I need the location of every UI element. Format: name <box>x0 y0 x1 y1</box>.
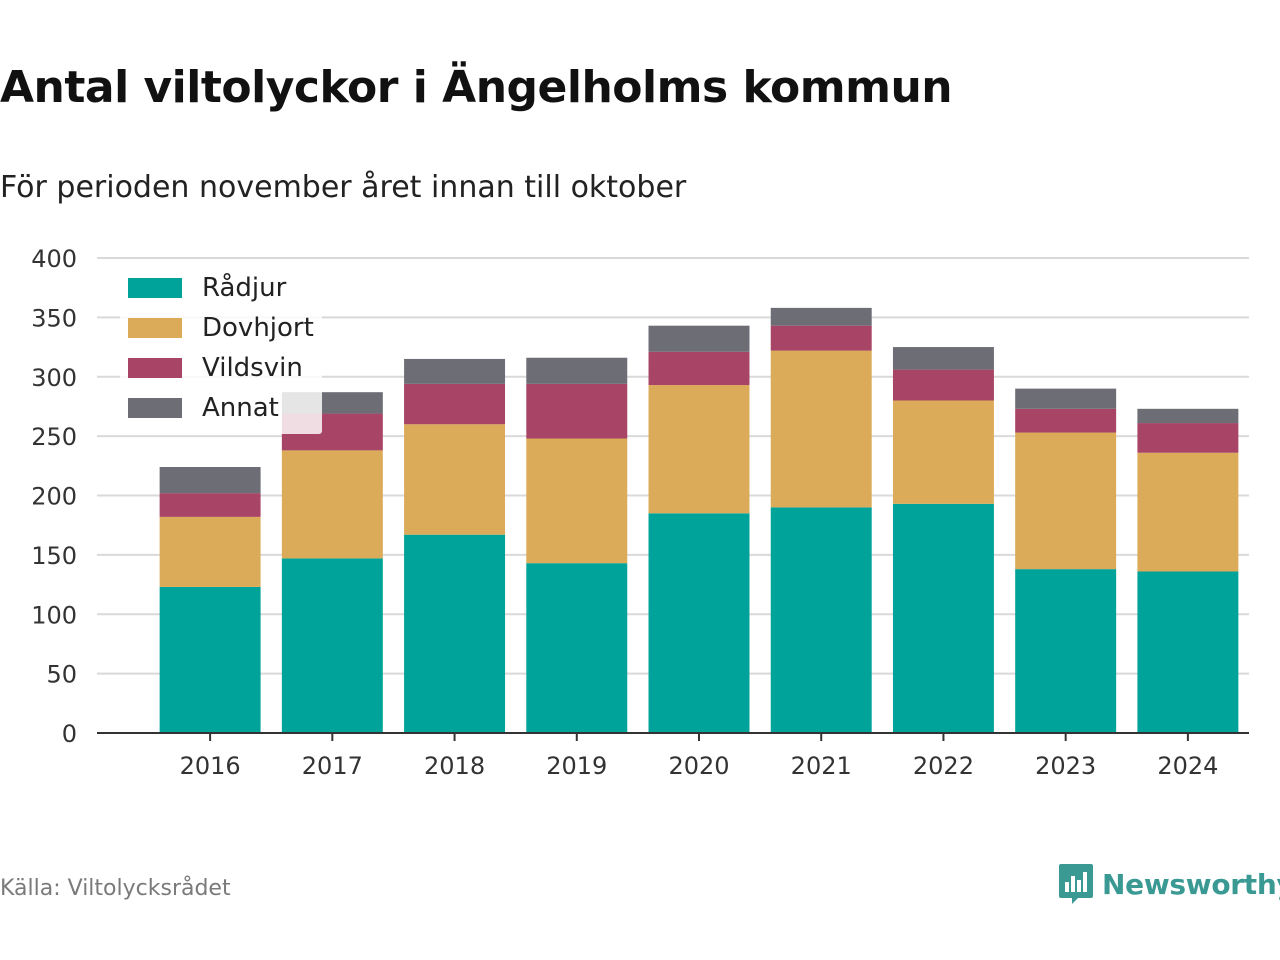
source-note: Källa: Viltolycksrådet <box>0 876 231 901</box>
bar-segment <box>770 325 872 351</box>
bar-segment <box>1015 432 1117 570</box>
legend: Rådjur Dovhjort Vildsvin Annat <box>120 268 322 434</box>
newsworthy-logo-icon <box>1059 864 1093 904</box>
bars <box>159 307 1239 733</box>
bar-segment <box>770 350 872 508</box>
bar-stack-2018 <box>404 358 506 733</box>
legend-swatch <box>128 318 182 338</box>
y-tick-label: 400 <box>31 245 77 273</box>
legend-label: Dovhjort <box>202 313 314 343</box>
legend-item: Dovhjort <box>128 313 314 343</box>
bar-segment <box>159 516 261 587</box>
x-tick-label: 2024 <box>1157 752 1218 780</box>
x-tick-label: 2023 <box>1035 752 1096 780</box>
chart-title: Antal viltolyckor i Ängelholms kommun <box>0 62 953 113</box>
brand-name: Newsworthy <box>1102 867 1280 901</box>
legend-label: Annat <box>202 393 279 423</box>
bar-segment <box>404 358 506 384</box>
bar-segment <box>1015 408 1117 433</box>
brand-logo: Newsworthy <box>1058 862 1280 906</box>
x-tick-label: 2021 <box>791 752 852 780</box>
bar-segment <box>526 563 628 733</box>
y-tick-label: 100 <box>31 601 77 629</box>
y-axis-ticks: 0 50 100 150 200 250 300 350 400 <box>31 245 77 748</box>
legend-label: Vildsvin <box>202 353 303 383</box>
bar-segment <box>281 558 383 733</box>
bar-segment <box>526 357 628 384</box>
bar-segment <box>892 369 994 401</box>
bar-segment <box>648 385 750 514</box>
x-tick-label: 2017 <box>302 752 363 780</box>
bar-segment <box>526 383 628 439</box>
legend-item: Rådjur <box>128 272 287 303</box>
y-tick-label: 250 <box>31 423 77 451</box>
bar-stack-2023 <box>1015 388 1117 733</box>
bar-segment <box>1137 408 1239 424</box>
bar-segment <box>281 450 383 559</box>
bar-segment <box>892 503 994 733</box>
y-tick-label: 50 <box>46 661 77 689</box>
bar-segment <box>1015 388 1117 409</box>
legend-item: Annat <box>128 393 279 423</box>
legend-swatch <box>128 358 182 378</box>
legend-swatch <box>128 278 182 298</box>
bar-stack-2024 <box>1137 408 1239 733</box>
bar-stack-2019 <box>526 357 628 733</box>
bar-segment <box>404 534 506 733</box>
bar-segment <box>770 507 872 733</box>
legend-background <box>120 268 322 434</box>
bar-segment <box>404 383 506 425</box>
bar-segment <box>892 347 994 370</box>
legend-label: Rådjur <box>202 272 287 303</box>
bar-segment <box>892 400 994 504</box>
y-tick-label: 150 <box>31 542 77 570</box>
x-tick-label: 2019 <box>546 752 607 780</box>
bar-segment <box>1015 569 1117 733</box>
bar-segment <box>648 351 750 386</box>
bar-segment <box>1137 452 1239 572</box>
bar-stack-2021 <box>770 307 872 733</box>
legend-item: Vildsvin <box>128 353 303 383</box>
y-tick-label: 200 <box>31 483 77 511</box>
bar-stack-2016 <box>159 467 261 733</box>
bar-segment <box>404 424 506 535</box>
x-tick-label: 2018 <box>424 752 485 780</box>
y-tick-label: 300 <box>31 364 77 392</box>
legend-swatch <box>128 398 182 418</box>
bar-stack-2017 <box>281 392 383 733</box>
bar-segment <box>648 325 750 352</box>
bar-stack-2020 <box>648 325 750 733</box>
bar-segment <box>1137 571 1239 733</box>
x-tick-label: 2020 <box>668 752 729 780</box>
bar-segment <box>648 513 750 733</box>
bar-segment <box>1137 423 1239 453</box>
x-tick-label: 2022 <box>913 752 974 780</box>
bar-segment <box>159 586 261 733</box>
y-tick-label: 350 <box>31 304 77 332</box>
bar-stack-2022 <box>892 347 994 733</box>
x-tick-label: 2016 <box>180 752 241 780</box>
chart-subtitle: För perioden november året innan till ok… <box>0 170 687 205</box>
bar-segment <box>770 307 872 326</box>
bar-segment <box>159 467 261 494</box>
x-axis-ticks: 2016 2017 2018 2019 2020 2021 2022 2023 2024 <box>180 733 1218 780</box>
bar-segment <box>159 493 261 517</box>
bar-segment <box>526 438 628 564</box>
y-tick-label: 0 <box>62 720 77 748</box>
